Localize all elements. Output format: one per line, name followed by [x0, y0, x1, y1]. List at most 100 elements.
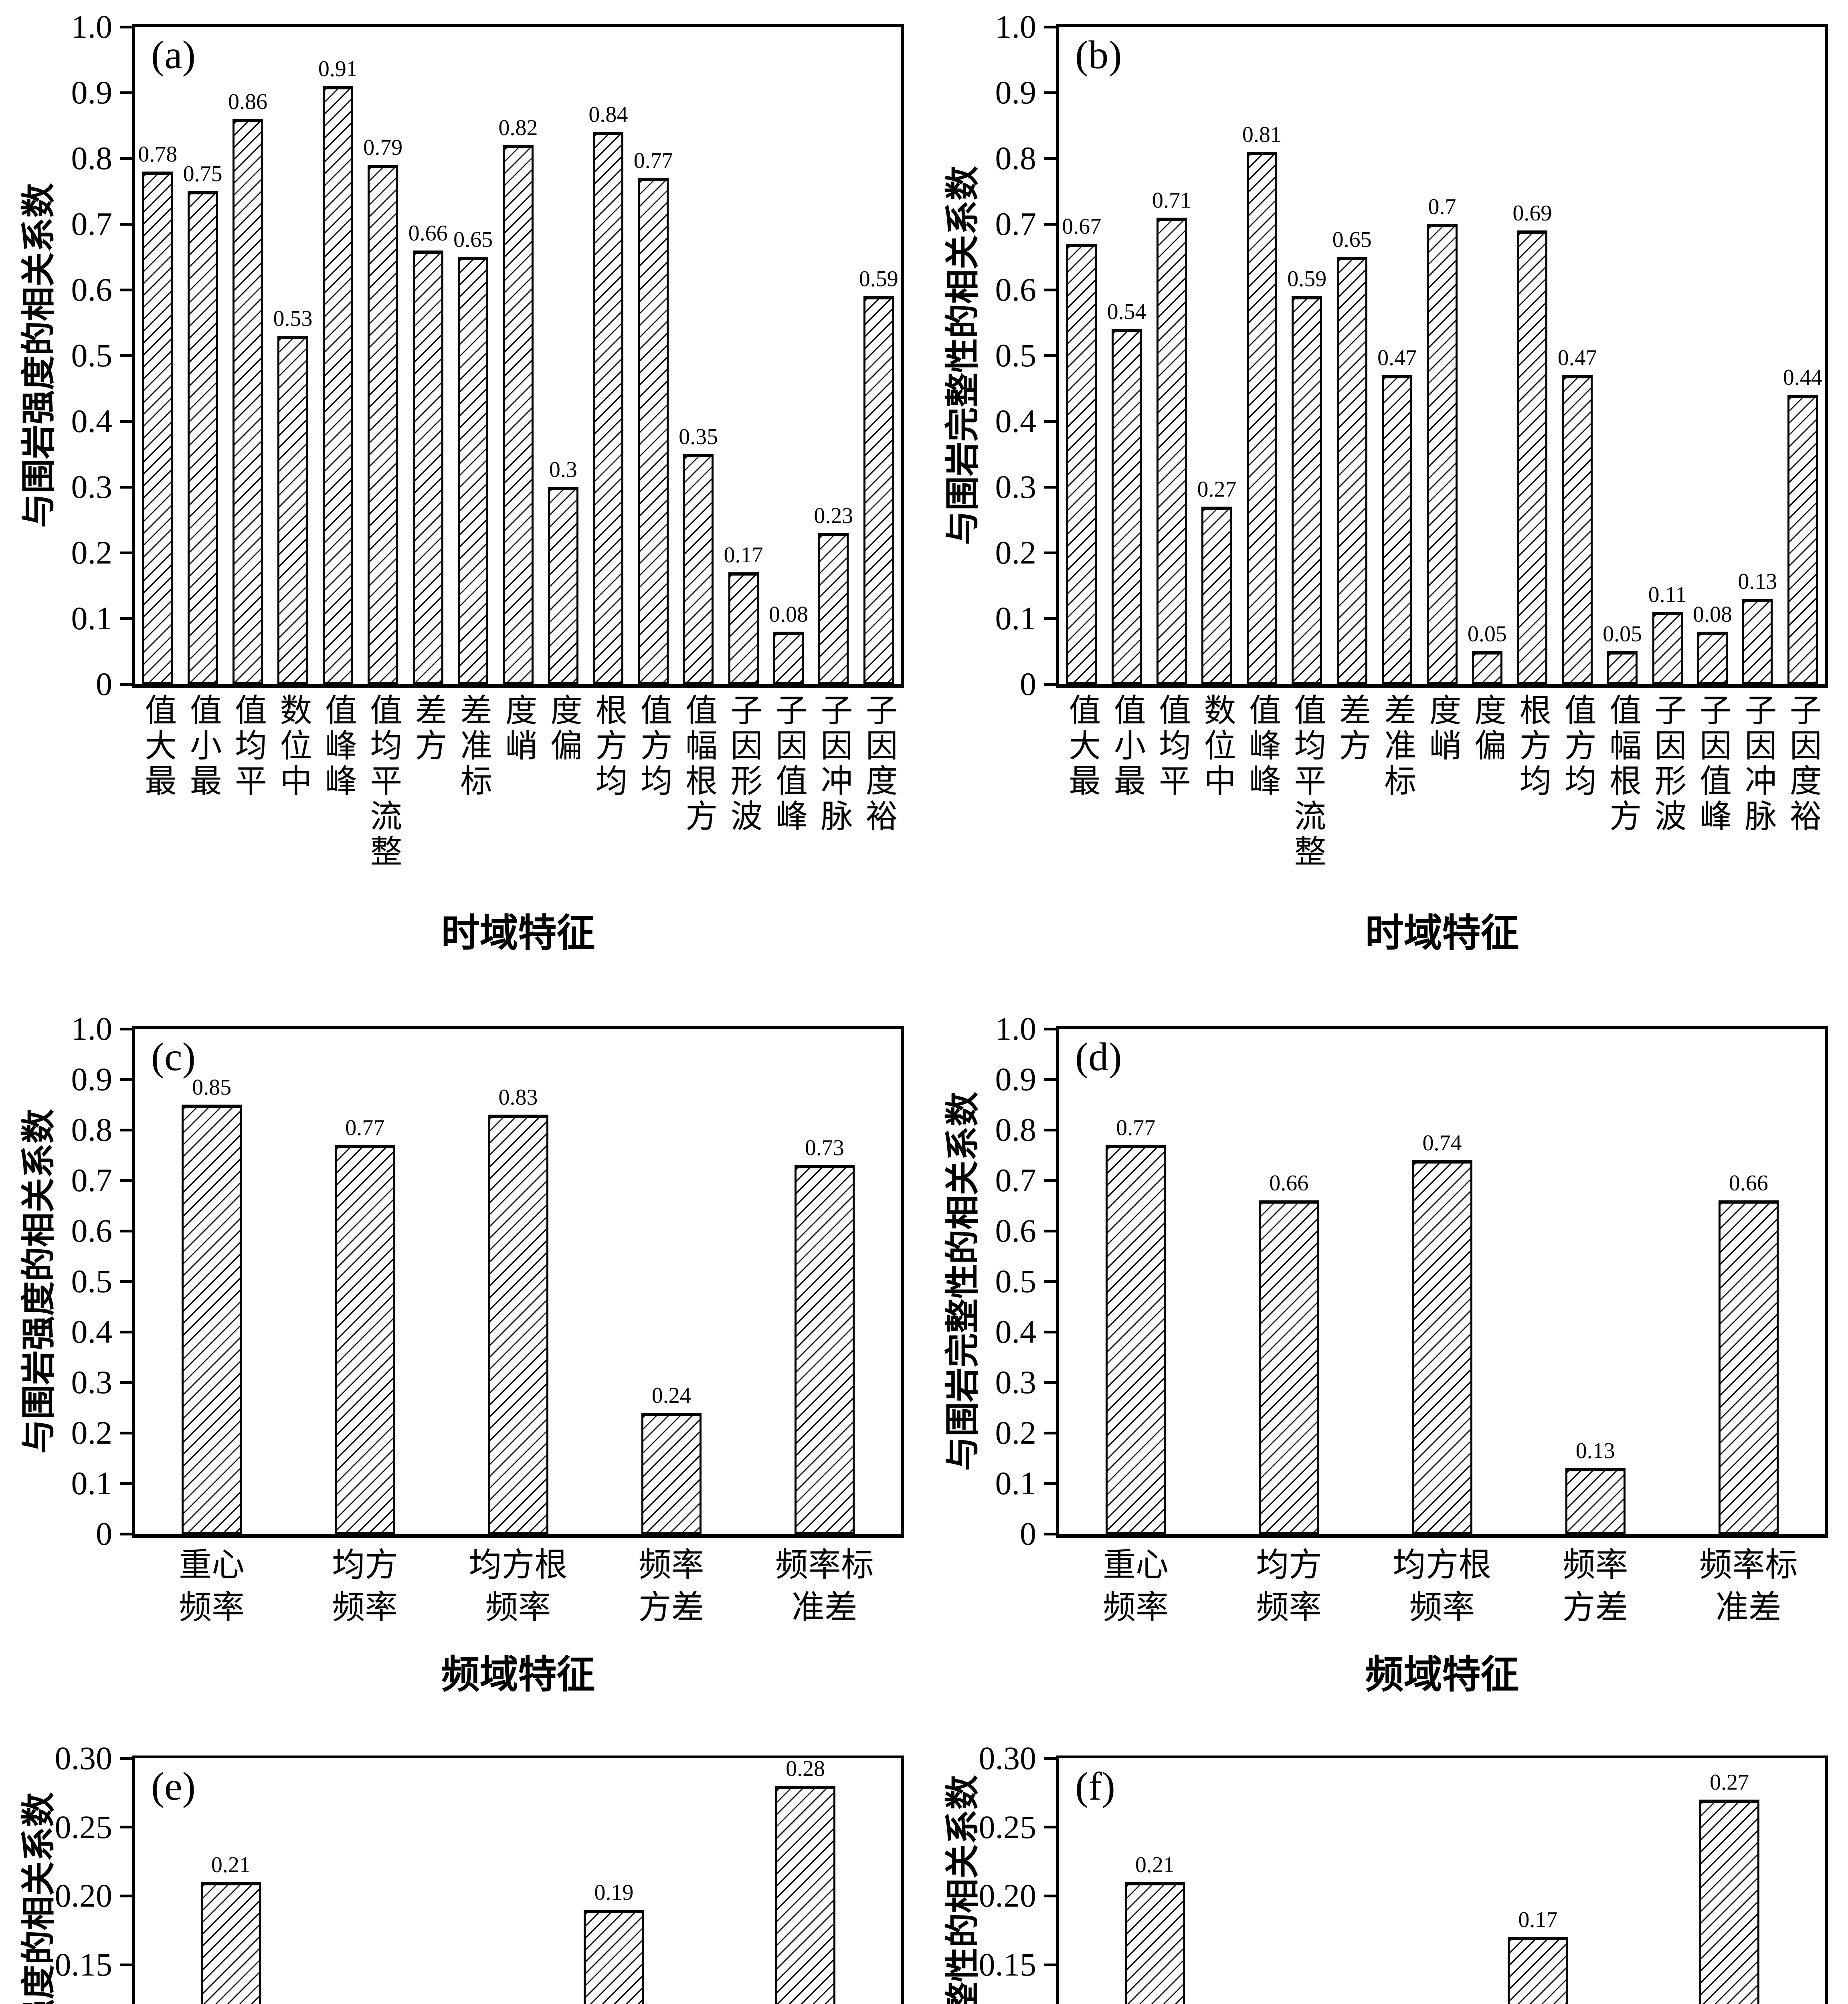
- y-tick-label: 0.5: [71, 1263, 113, 1299]
- bar: [1562, 375, 1593, 684]
- y-tick: [1044, 1229, 1056, 1232]
- y-tick: [120, 1894, 132, 1897]
- panel-letter: (b): [1075, 32, 1122, 77]
- y-tick-label: 0.2: [71, 534, 113, 571]
- category-label-line: 准差: [791, 1589, 857, 1626]
- y-tick-label: 0.6: [995, 1212, 1037, 1249]
- y-tick-label: 0.8: [71, 140, 113, 176]
- bar: [641, 1412, 702, 1534]
- y-tick-label: 0.4: [995, 1313, 1037, 1350]
- category-label-line: 方差: [1562, 1589, 1628, 1626]
- bar: [1412, 1160, 1472, 1534]
- category-label-line: 重心: [1103, 1547, 1169, 1583]
- bar-value-label: 0.08: [1692, 602, 1732, 627]
- y-tick-label: 0.25: [55, 1808, 113, 1845]
- y-tick-label: 0: [1020, 666, 1036, 702]
- bar: [1111, 329, 1142, 684]
- y-tick-label: 0.5: [995, 337, 1037, 374]
- y-tick: [1044, 551, 1056, 554]
- y-tick-label: 0.2: [995, 534, 1037, 571]
- y-tick: [1044, 1532, 1056, 1535]
- bar: [775, 1786, 836, 2004]
- bar: [142, 171, 173, 684]
- bar: [458, 257, 489, 684]
- y-tick: [120, 1179, 132, 1182]
- bar-value-label: 0.71: [1152, 188, 1192, 213]
- category-label: 子因值峰: [770, 693, 806, 834]
- y-tick-label: 0: [96, 1515, 112, 1552]
- panel-d: 与围岩完整性的相关系数 (d) 频域特征 1.0 0.9 0.8 0.7 0.6 0.5 0…: [924, 986, 1848, 1696]
- category-label-line: 准差: [1715, 1589, 1781, 1626]
- bar-value-label: 0.66: [408, 220, 448, 246]
- bar: [584, 1909, 644, 2004]
- category-label: 值幅根方: [1605, 693, 1640, 834]
- bar: [1697, 631, 1728, 684]
- y-tick-label: 0.8: [995, 1111, 1037, 1148]
- panel-a: 与围岩强度的相关系数 (a) 时域特征 1.0 0.9 0.8 0.7 0.6 0.5 0.…: [0, 0, 924, 986]
- bar-value-label: 0.17: [724, 543, 763, 568]
- y-tick: [120, 1532, 132, 1535]
- bar-value-label: 0.54: [1107, 299, 1146, 325]
- category-label-line: 重心: [179, 1547, 245, 1583]
- category-label: 值均平流整: [1289, 693, 1325, 870]
- bar-value-label: 0.67: [1062, 214, 1102, 239]
- y-tick: [1044, 1330, 1056, 1333]
- y-tick: [120, 1757, 132, 1760]
- y-tick-label: 0.7: [995, 1162, 1037, 1198]
- bar: [182, 1105, 242, 1534]
- bar-value-label: 0.83: [498, 1085, 538, 1110]
- panel-f: 与围岩完整性的相关系数 (f) 谱峭度特征 0.300.250.200.150.…: [924, 1691, 1848, 2004]
- category-label: 值方均: [635, 693, 671, 799]
- bar-value-label: 0.77: [345, 1115, 385, 1140]
- category-label-line: 频率标: [1699, 1547, 1798, 1583]
- y-tick-label: 0.9: [995, 74, 1037, 111]
- y-tick: [120, 683, 132, 686]
- bar: [488, 1115, 548, 1534]
- bar: [638, 178, 669, 684]
- bar: [773, 631, 804, 684]
- y-tick-label: 0.2: [71, 1414, 113, 1451]
- bar: [1259, 1200, 1319, 1534]
- bar-value-label: 0.66: [1729, 1171, 1768, 1196]
- category-label: 子因值峰: [1694, 693, 1730, 834]
- bar-value-label: 0.59: [1287, 267, 1327, 292]
- y-tick: [1044, 288, 1056, 291]
- bar-value-label: 0.77: [1116, 1115, 1156, 1140]
- bar-value-label: 0.24: [651, 1383, 691, 1408]
- y-tick: [1044, 1431, 1056, 1434]
- y-tick: [120, 420, 132, 423]
- y-tick: [120, 1330, 132, 1333]
- y-tick-label: 0.7: [71, 206, 113, 242]
- y-tick: [1044, 1078, 1056, 1081]
- bar: [187, 191, 218, 684]
- bar: [200, 1882, 261, 2004]
- bar-value-label: 0.28: [786, 1756, 825, 1781]
- bar-value-label: 0.19: [594, 1880, 634, 1905]
- y-tick: [1044, 1280, 1056, 1283]
- y-tick-label: 0.4: [995, 403, 1037, 439]
- y-tick: [1044, 1826, 1056, 1829]
- y-tick-label: 0.3: [71, 469, 113, 505]
- y-tick-label: 0.15: [55, 1946, 113, 1983]
- category-label: 子因形波: [726, 693, 761, 834]
- bar: [818, 533, 849, 684]
- bar: [1787, 395, 1818, 684]
- category-label: 值幅根方: [681, 693, 716, 834]
- bar-value-label: 0.47: [1557, 345, 1597, 371]
- bar-value-label: 0.44: [1783, 365, 1822, 390]
- bar: [1382, 375, 1413, 684]
- bar-value-label: 0.35: [679, 424, 718, 449]
- bar-value-label: 0.91: [318, 56, 358, 81]
- y-tick: [1044, 1179, 1056, 1182]
- category-label: 频率 方差: [1499, 1544, 1692, 1629]
- y-tick-label: 0.4: [71, 403, 113, 439]
- y-tick-label: 0.9: [995, 1061, 1037, 1097]
- category-label: 差准标: [455, 693, 491, 799]
- category-label: 差方: [410, 693, 446, 764]
- bar-value-label: 0.74: [1422, 1130, 1462, 1156]
- y-tick-label: 0.4: [71, 1313, 113, 1350]
- category-label: 均方 频率: [269, 1544, 461, 1629]
- category-label-line: 均方: [332, 1547, 398, 1583]
- bar: [593, 132, 624, 684]
- x-axis-title: 时域特征: [1365, 912, 1519, 955]
